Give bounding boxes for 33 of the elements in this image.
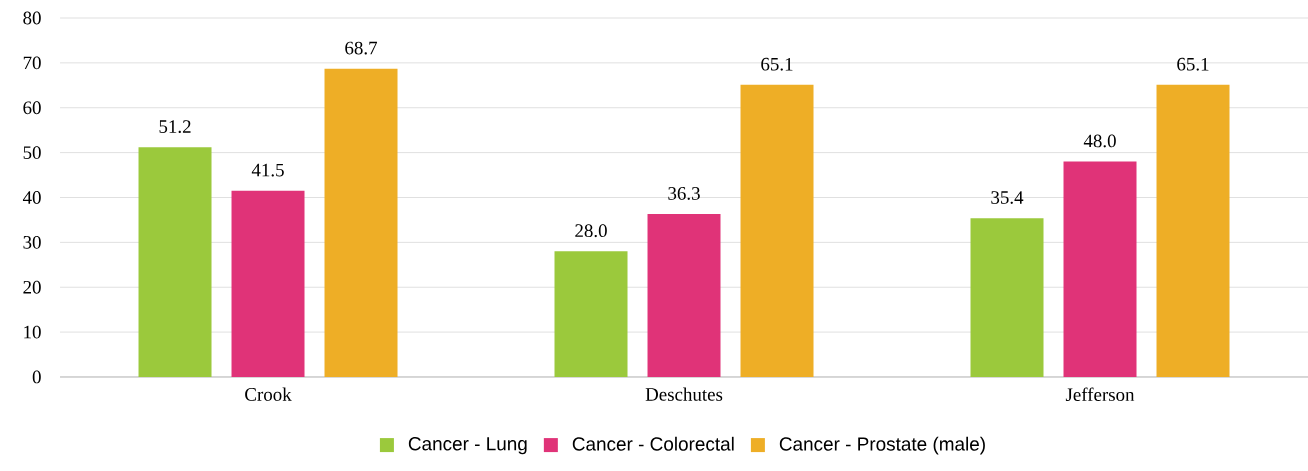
x-tick-label: Jefferson [1065, 387, 1135, 402]
y-tick-label: 50 [23, 146, 41, 159]
x-tick-label: Deschutes [645, 387, 723, 401]
y-tick-label: 40 [22, 191, 41, 204]
x-tick-label: Crook [245, 387, 292, 401]
bar [1063, 161, 1137, 377]
legend-label: Cancer - Lung [408, 437, 527, 455]
bar [324, 68, 398, 377]
bar [231, 190, 305, 377]
y-tick-label: 70 [23, 56, 41, 70]
y-tick-label: 10 [24, 325, 41, 339]
data-label: 41.5 [251, 163, 284, 177]
data-label: 51.2 [159, 120, 191, 134]
y-tick-label: 0 [32, 370, 41, 384]
data-label: 65.1 [761, 57, 793, 71]
y-tick-label: 60 [23, 101, 41, 115]
data-label: 36.3 [668, 187, 700, 200]
bar [970, 218, 1044, 377]
y-tick-label: 20 [23, 280, 41, 294]
bar [138, 147, 212, 377]
data-label: 65.1 [1177, 57, 1209, 71]
data-label: 35.4 [991, 191, 1024, 204]
legend-label: Cancer - Colorectal [572, 436, 734, 451]
data-label: 48.0 [1083, 134, 1116, 148]
bar [647, 214, 721, 377]
y-tick-label: 30 [23, 235, 41, 249]
bar [740, 84, 814, 377]
y-tick-label: 80 [23, 11, 41, 25]
bar [1156, 84, 1230, 377]
bar [554, 251, 628, 377]
data-label: 28.0 [575, 224, 607, 238]
data-label: 68.7 [345, 41, 378, 55]
legend-label: Cancer - Prostate (male) [779, 436, 985, 455]
